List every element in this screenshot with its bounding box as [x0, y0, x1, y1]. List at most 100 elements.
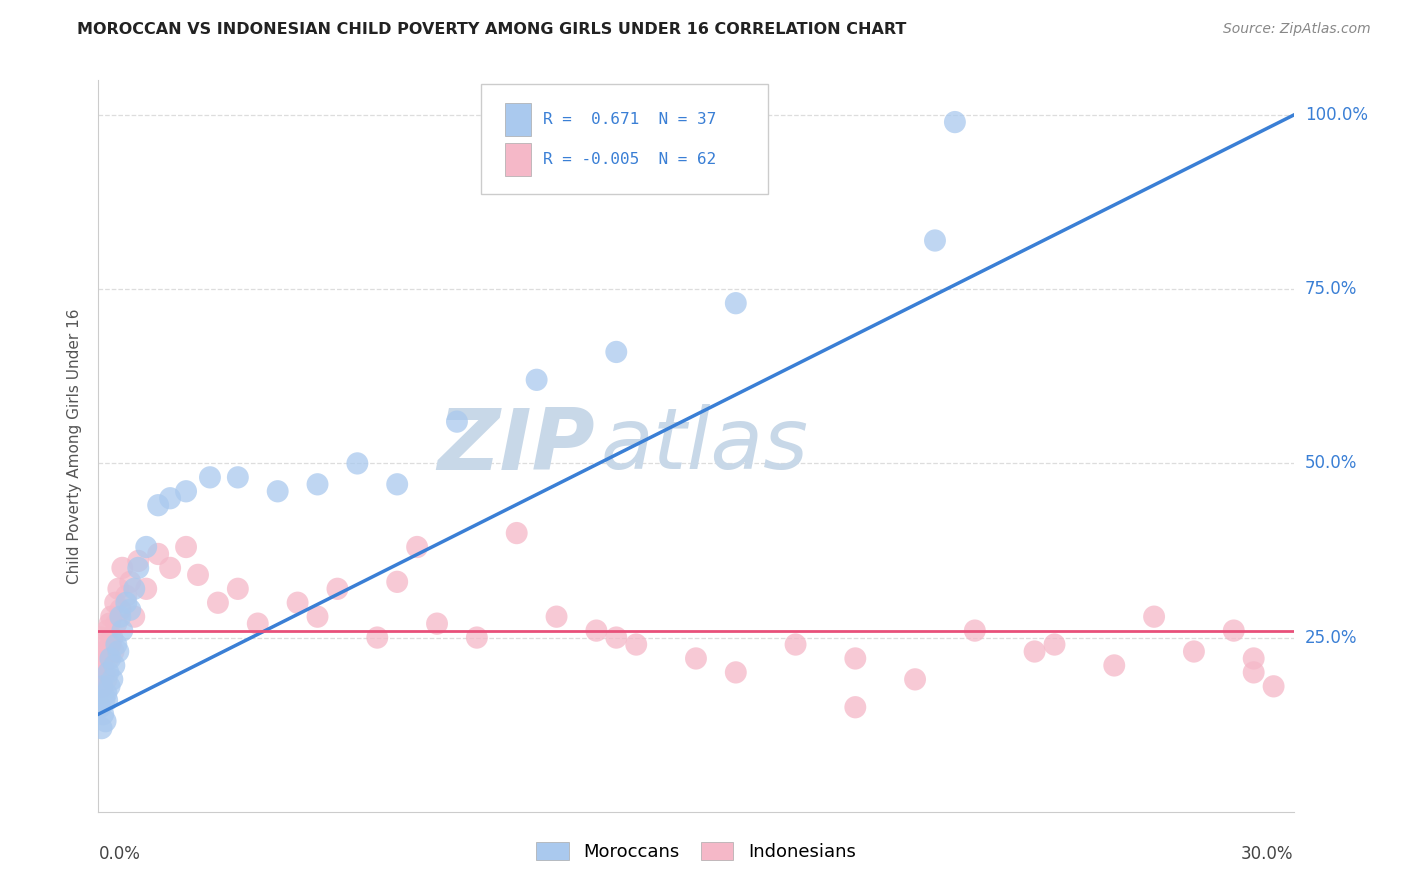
Ellipse shape — [387, 473, 408, 495]
Ellipse shape — [103, 640, 125, 663]
Ellipse shape — [904, 668, 927, 690]
Text: 0.0%: 0.0% — [98, 845, 141, 863]
Ellipse shape — [1182, 640, 1205, 663]
Ellipse shape — [176, 480, 197, 502]
Ellipse shape — [1243, 648, 1264, 670]
Text: Source: ZipAtlas.com: Source: ZipAtlas.com — [1223, 22, 1371, 37]
Ellipse shape — [326, 578, 349, 600]
Ellipse shape — [426, 613, 449, 635]
Ellipse shape — [1263, 675, 1285, 698]
Ellipse shape — [115, 584, 138, 607]
Ellipse shape — [96, 619, 118, 641]
Ellipse shape — [725, 292, 747, 314]
Ellipse shape — [148, 543, 169, 566]
Ellipse shape — [94, 710, 117, 732]
Ellipse shape — [287, 591, 308, 614]
Ellipse shape — [446, 410, 468, 433]
Text: 100.0%: 100.0% — [1305, 106, 1368, 124]
Ellipse shape — [105, 633, 128, 656]
Ellipse shape — [104, 591, 127, 614]
Ellipse shape — [1223, 619, 1244, 641]
Ellipse shape — [367, 626, 388, 648]
Ellipse shape — [135, 578, 157, 600]
Ellipse shape — [159, 487, 181, 509]
Y-axis label: Child Poverty Among Girls Under 16: Child Poverty Among Girls Under 16 — [67, 309, 83, 583]
Text: 75.0%: 75.0% — [1305, 280, 1357, 298]
Ellipse shape — [128, 549, 149, 572]
Ellipse shape — [506, 522, 527, 544]
Text: 30.0%: 30.0% — [1241, 845, 1294, 863]
Ellipse shape — [465, 626, 488, 648]
Ellipse shape — [247, 613, 269, 635]
Ellipse shape — [626, 633, 647, 656]
Ellipse shape — [845, 696, 866, 718]
Ellipse shape — [120, 571, 141, 593]
Ellipse shape — [845, 648, 866, 670]
Ellipse shape — [585, 619, 607, 641]
Ellipse shape — [725, 661, 747, 683]
Ellipse shape — [135, 536, 157, 558]
Ellipse shape — [93, 703, 114, 725]
Ellipse shape — [1043, 633, 1066, 656]
Ellipse shape — [965, 619, 986, 641]
Ellipse shape — [685, 648, 707, 670]
Ellipse shape — [606, 341, 627, 363]
Ellipse shape — [943, 111, 966, 133]
Ellipse shape — [1104, 655, 1125, 676]
Ellipse shape — [128, 557, 149, 579]
Ellipse shape — [107, 578, 129, 600]
Ellipse shape — [96, 690, 118, 712]
Ellipse shape — [98, 613, 121, 635]
Ellipse shape — [93, 682, 114, 705]
Bar — [505, 144, 531, 177]
Ellipse shape — [111, 619, 134, 641]
Ellipse shape — [124, 606, 145, 628]
Text: 25.0%: 25.0% — [1305, 629, 1357, 647]
Ellipse shape — [267, 480, 288, 502]
Ellipse shape — [111, 557, 134, 579]
Ellipse shape — [90, 626, 112, 648]
Ellipse shape — [93, 690, 115, 712]
Ellipse shape — [91, 675, 114, 698]
Ellipse shape — [97, 661, 120, 683]
Ellipse shape — [387, 571, 408, 593]
Ellipse shape — [200, 467, 221, 489]
Ellipse shape — [226, 467, 249, 489]
Ellipse shape — [101, 668, 124, 690]
Ellipse shape — [148, 494, 169, 516]
Ellipse shape — [110, 599, 131, 621]
Ellipse shape — [226, 578, 249, 600]
Legend: Moroccans, Indonesians: Moroccans, Indonesians — [529, 835, 863, 869]
Ellipse shape — [187, 564, 209, 586]
Ellipse shape — [97, 648, 120, 670]
Ellipse shape — [100, 648, 121, 670]
Ellipse shape — [90, 661, 111, 683]
Ellipse shape — [90, 717, 112, 739]
Ellipse shape — [307, 473, 329, 495]
Ellipse shape — [110, 606, 131, 628]
Ellipse shape — [96, 682, 117, 705]
Ellipse shape — [101, 626, 124, 648]
Ellipse shape — [107, 640, 129, 663]
Text: atlas: atlas — [600, 404, 808, 488]
Text: R =  0.671  N = 37: R = 0.671 N = 37 — [543, 112, 716, 128]
Ellipse shape — [100, 633, 121, 656]
Ellipse shape — [91, 648, 114, 670]
Ellipse shape — [606, 626, 627, 648]
Ellipse shape — [93, 633, 115, 656]
Ellipse shape — [90, 696, 111, 718]
Ellipse shape — [159, 557, 181, 579]
Ellipse shape — [207, 591, 229, 614]
Ellipse shape — [785, 633, 807, 656]
Ellipse shape — [307, 606, 329, 628]
Bar — [505, 103, 531, 136]
Ellipse shape — [406, 536, 427, 558]
Ellipse shape — [346, 452, 368, 475]
Text: R = -0.005  N = 62: R = -0.005 N = 62 — [543, 153, 716, 167]
Ellipse shape — [115, 591, 138, 614]
Ellipse shape — [1024, 640, 1046, 663]
Ellipse shape — [120, 599, 141, 621]
Ellipse shape — [176, 536, 197, 558]
Ellipse shape — [94, 661, 115, 683]
FancyBboxPatch shape — [481, 84, 768, 194]
